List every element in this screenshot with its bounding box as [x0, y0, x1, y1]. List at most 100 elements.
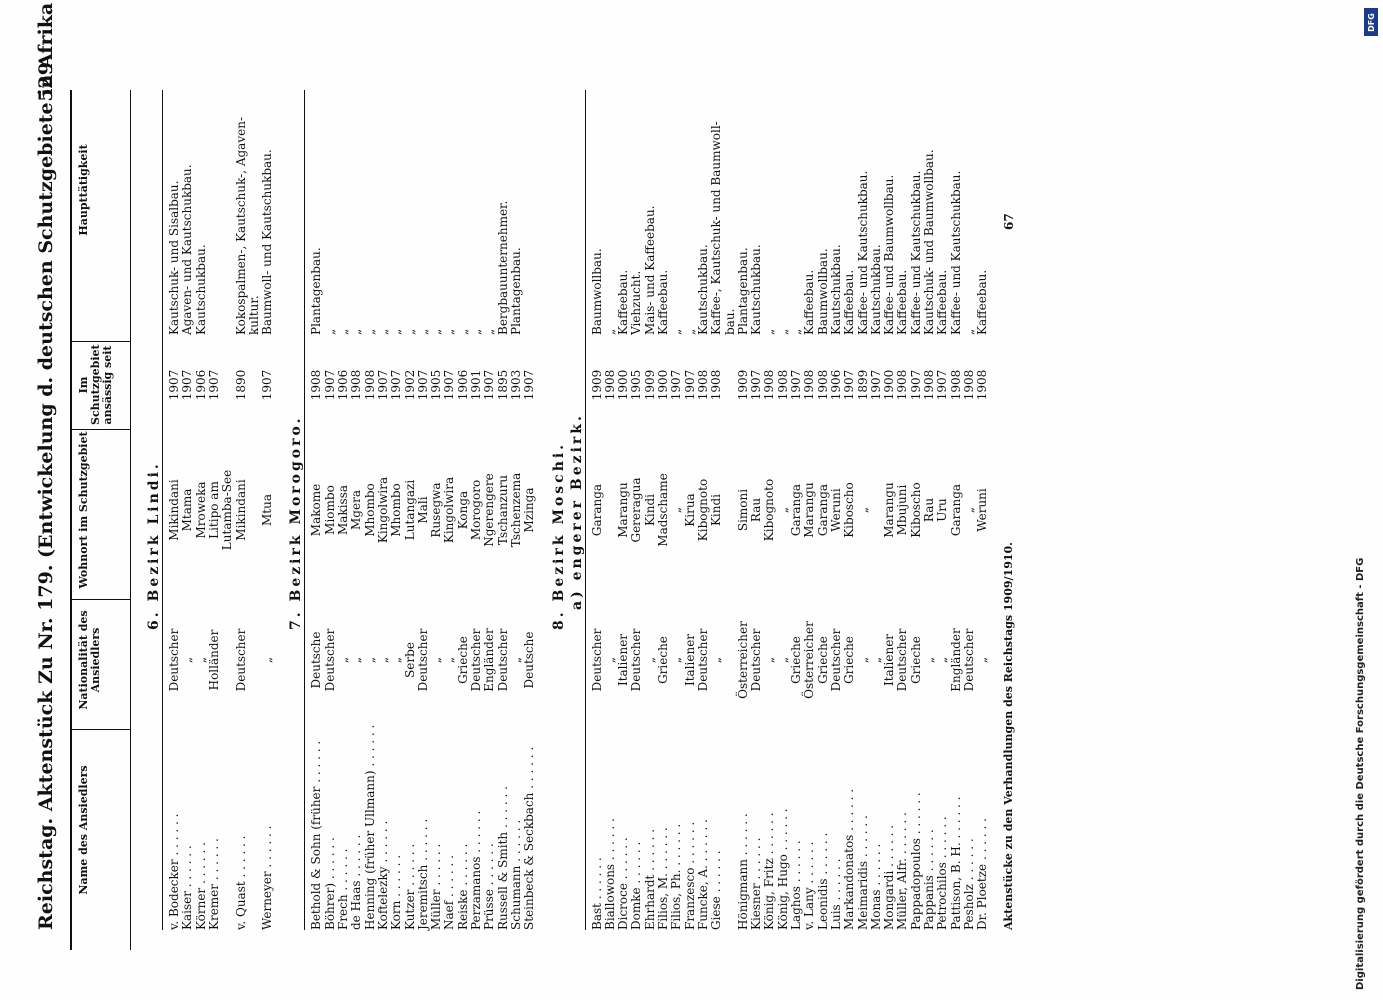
nationality: Deutscher	[415, 628, 430, 692]
since-year: 1902	[402, 369, 417, 401]
since-year: 1908	[802, 369, 817, 401]
residence: Morogoro	[469, 479, 483, 541]
residence: „	[669, 506, 684, 514]
nationality: „	[336, 656, 350, 664]
residence: Madschame	[656, 473, 670, 547]
section-rule	[304, 90, 306, 930]
settler-name: Monas . . . . . .	[868, 843, 883, 930]
main-activity: Agaven- und Kautschukbau.	[180, 164, 195, 335]
table-row: König, Hugo . . . . . . „ „ 1908 „	[775, 50, 790, 930]
top-rule	[70, 90, 72, 950]
residence: Mtama	[180, 488, 195, 532]
table-row: kultur.	[247, 50, 261, 930]
residence: „	[775, 506, 790, 514]
nationality: Deutscher	[589, 628, 604, 692]
since-year: 1907	[375, 369, 390, 401]
nationality: „	[935, 656, 950, 664]
since-year: 1907	[389, 369, 404, 401]
table-row: Pappadopoulos . . . . . . Grieche Kiboscho…	[908, 50, 923, 930]
residence: Kiboscho	[842, 482, 857, 538]
residence: Lutamba-See	[220, 469, 235, 551]
main-activity: Kaffee-, Kautschuk- und Baumwoll-	[709, 121, 724, 335]
since-year: 1907	[260, 369, 275, 401]
settler-name: Henning (früher Ullmann) . . . . . .	[362, 724, 377, 930]
section-title: 8. Bezirk Moschi.	[550, 441, 567, 630]
main-activity: Kaffeebau.	[802, 269, 817, 335]
residence: „	[961, 506, 976, 514]
residence: Mali	[415, 496, 430, 524]
main-activity: Kaffee- und Kautschukbau.	[948, 170, 963, 335]
table-row: Russell & Smith . . . . . . Deutscher Tsch…	[495, 50, 510, 930]
nationality: „	[180, 656, 195, 664]
main-activity: „	[602, 328, 617, 335]
nationality: Deutscher	[322, 628, 337, 692]
column-header: Name des Ansiedlers	[77, 765, 90, 895]
since-year: 1906	[455, 369, 470, 401]
residence: Lutangazi	[402, 479, 417, 541]
nationality: Deutscher	[469, 628, 483, 692]
main-activity: Kautschukbau.	[193, 244, 208, 335]
settler-name: Petrochilos . . . . . .	[935, 816, 950, 930]
table-row: Dr. Ploetze . . . . . . „ Weruni 1908 Kaffee…	[975, 50, 990, 930]
nationality: „	[922, 656, 936, 664]
residence: Marangu	[882, 482, 897, 538]
nationality: Grieche	[815, 636, 830, 684]
residence: Kibognoto	[695, 478, 710, 542]
since-year: 1908	[895, 369, 910, 401]
main-activity: Baumwollbau.	[589, 248, 604, 335]
table-row: v. Bodecker . . . . . . Deutscher Mikindan…	[167, 50, 181, 930]
settler-name: Giese . . . . . .	[709, 850, 724, 930]
residence: Kingolwira	[442, 476, 457, 544]
settler-name: Franzesco . . . . . .	[682, 821, 697, 930]
residence: Miombo	[322, 485, 337, 535]
nationality: Grieche	[842, 636, 857, 684]
section-subtitle: a) engerer Bezirk.	[568, 413, 585, 610]
table-row: Reiske . . . . . . Grieche Konga 1906 „	[455, 50, 470, 930]
footer: Aktenstücke zu den Verhandlungen des Rei…	[1001, 542, 1015, 930]
settler-name: v. Lany . . . . . .	[802, 841, 817, 930]
settler-name: Kiesner . . . . . .	[749, 837, 764, 930]
settler-name: Schumann . . . . . .	[508, 819, 523, 930]
table-row: Jeremitsch . . . . . . Deutscher Mali 1907 „	[415, 50, 430, 930]
nationality: „	[375, 656, 390, 664]
nationality: „	[602, 656, 617, 664]
table-row: Bethold & Sohn (früher . . . . . . Deutsc…	[309, 50, 323, 930]
since-year: 1908	[961, 369, 976, 401]
nationality: „	[193, 656, 208, 664]
column-header: Haupttätigkeit	[77, 144, 90, 236]
since-year: 1890	[233, 369, 248, 401]
main-activity: Viehzucht.	[629, 270, 644, 335]
dfg-logo: DFG	[1364, 8, 1378, 36]
main-activity: Kautschuk- und Baumwollbau.	[922, 149, 936, 335]
since-year: 1895	[495, 369, 510, 401]
nationality: Deutscher	[233, 628, 248, 692]
since-year: 1900	[882, 369, 897, 401]
nationality: „	[508, 656, 523, 664]
settler-name: Kaiser . . . . . .	[180, 845, 195, 930]
table-row: Biallowons . . . . . . „ 1908 „	[602, 50, 617, 930]
since-year: 1905	[429, 369, 444, 401]
residence: Garanga	[789, 483, 803, 537]
column-rule	[70, 429, 130, 430]
since-year: 1907	[482, 369, 497, 401]
since-year: 1907	[908, 369, 923, 401]
table-row: Schumann . . . . . . „ Tschenzema 1903 Plant…	[508, 50, 523, 930]
main-activity: „	[482, 328, 497, 335]
settler-name: Domke . . . . . .	[629, 841, 644, 930]
settler-name: Filios, M. . . . . . .	[656, 827, 670, 930]
table-row: Filios, M. . . . . . . Grieche Madschame 19…	[656, 50, 670, 930]
nationality: Italiener	[682, 633, 697, 687]
since-year: 1908	[775, 369, 790, 401]
main-activity: „	[469, 328, 483, 335]
since-year: 1908	[975, 369, 990, 401]
since-year: 1907	[180, 369, 195, 401]
since-year: 1907	[442, 369, 457, 401]
column-rule	[70, 341, 130, 342]
settler-name: Böhrer) . . . . . .	[322, 837, 337, 930]
table-row: Lutamba-See	[220, 50, 235, 930]
table-row: Petrochilos . . . . . . „ Uru 1907 Kaffeebau…	[935, 50, 950, 930]
settler-name: Jeremitsch . . . . . .	[415, 818, 430, 930]
nationality: „	[775, 656, 790, 664]
residence: Rau	[922, 497, 936, 523]
residence: Kibognoto	[762, 478, 777, 542]
